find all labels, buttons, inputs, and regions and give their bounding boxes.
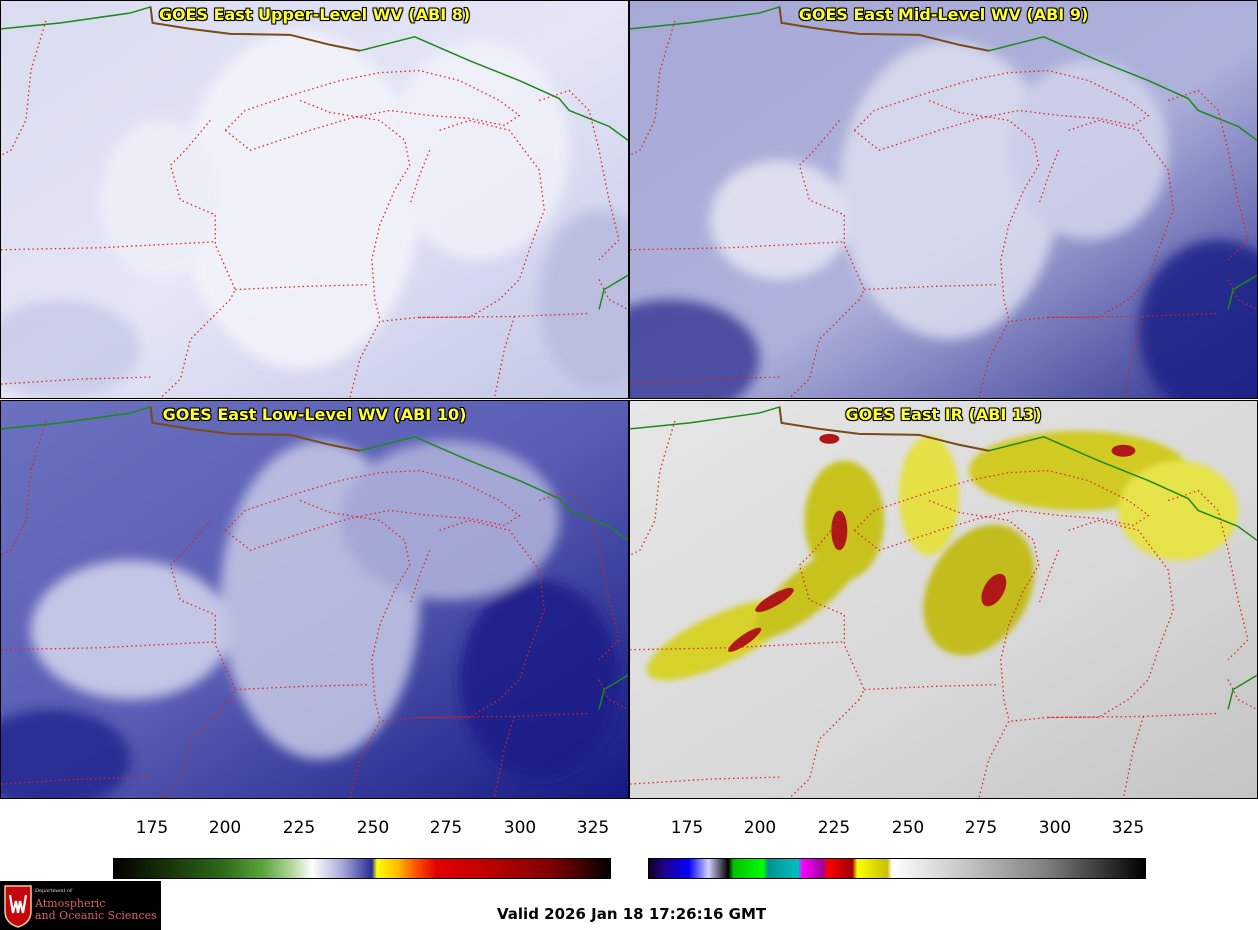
ir-tick-label: 300 [1038, 818, 1072, 838]
ir-colorbar-ticks: 175 200 225 250 275 300 325 [648, 818, 1146, 848]
ir-tick-label: 250 [891, 818, 925, 838]
logo-dept-label: Department of [35, 888, 72, 894]
ir-tick-label: 200 [743, 818, 777, 838]
panel-ir: GOES East IR (ABI 13) [629, 400, 1258, 799]
wv-tick-label: 175 [135, 818, 169, 838]
wv-tick-label: 275 [429, 818, 463, 838]
wv-colorbar: 175 200 225 250 275 300 325 [113, 818, 611, 880]
valid-timestamp: Valid 2026 Jan 18 17:26:16 GMT [497, 905, 767, 923]
uw-crest-icon [4, 885, 32, 928]
panel-upper-level-wv: GOES East Upper-Level WV (ABI 8) [0, 0, 629, 399]
ir-tick-label: 325 [1111, 818, 1145, 838]
ir-image [630, 401, 1257, 798]
wv-tick-label: 200 [208, 818, 242, 838]
wv-tick-label: 325 [576, 818, 610, 838]
upper-level-wv-image [1, 1, 628, 398]
low-level-wv-image [1, 401, 628, 798]
panel-low-level-wv: GOES East Low-Level WV (ABI 10) [0, 400, 629, 799]
ir-colorbar: 175 200 225 250 275 300 325 [648, 818, 1146, 880]
logo-line-oceanic: and Oceanic Sciences [35, 909, 157, 922]
aos-logo: Department of Atmospheric and Oceanic Sc… [0, 881, 161, 930]
wv-colorbar-ticks: 175 200 225 250 275 300 325 [113, 818, 611, 848]
wv-colorbar-gradient [113, 858, 611, 879]
ir-tick-label: 225 [817, 818, 851, 838]
wv-tick-label: 300 [503, 818, 537, 838]
wv-tick-label: 225 [282, 818, 316, 838]
mid-level-wv-image [630, 1, 1257, 398]
wv-tick-label: 250 [356, 818, 390, 838]
logo-line-atmospheric: Atmospheric [35, 897, 106, 910]
panel-mid-level-wv: GOES East Mid-Level WV (ABI 9) [629, 0, 1258, 399]
ir-colorbar-gradient [648, 858, 1146, 879]
ir-tick-label: 175 [670, 818, 704, 838]
ir-tick-label: 275 [964, 818, 998, 838]
